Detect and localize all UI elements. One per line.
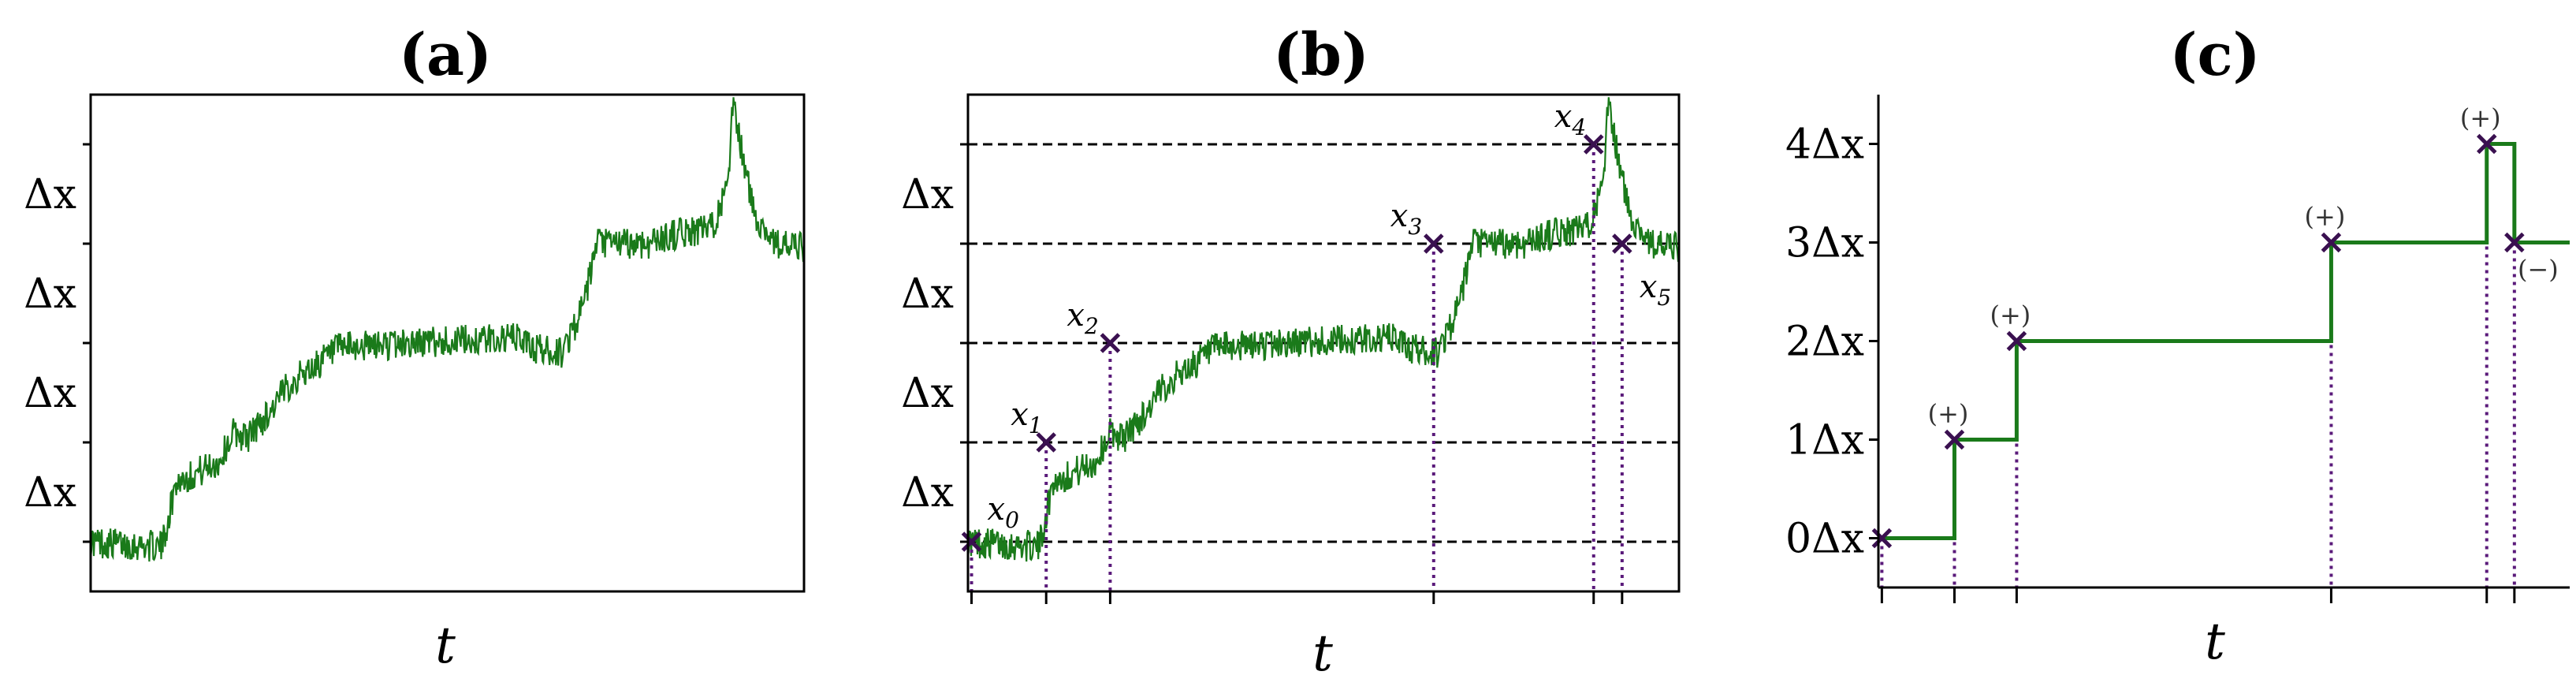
crossing-label: x2: [1067, 297, 1098, 339]
crossing-marker: [1100, 333, 1121, 353]
panel-c-y-ticks: 0Δx 1Δx 2Δx 3Δx 4Δx: [1785, 121, 1878, 563]
event-marker: [2504, 232, 2525, 253]
panel-b-x-label: t: [1312, 625, 1333, 683]
crossing-label: x5: [1640, 269, 1671, 311]
crossing-label: x1: [1011, 397, 1042, 438]
panel-c-dotted-drops: [1880, 144, 2516, 587]
crossing-marker: [1424, 233, 1444, 254]
event-sign-label: (+): [1990, 300, 2031, 330]
y-tick-label: Δx: [901, 469, 954, 517]
panel-c-x-ticks: [1880, 587, 2516, 603]
y-tick-label: Δx: [24, 370, 76, 417]
y-tick-label: 2Δx: [1785, 319, 1864, 366]
y-tick-label: Δx: [901, 270, 954, 318]
event-marker: [2006, 330, 2027, 352]
panel-a-frame: [89, 93, 806, 593]
noisy-trace-line: [966, 97, 1681, 562]
y-tick-label: 1Δx: [1785, 417, 1864, 464]
event-sign-label: (−): [2518, 255, 2559, 285]
panel-c-title: (c): [2169, 21, 2260, 89]
panel-a-y-ticks: Δx Δx Δx Δx: [24, 143, 91, 543]
y-tick-label: Δx: [901, 171, 954, 218]
event-marker: [1944, 429, 1965, 450]
crossing-label: x3: [1390, 198, 1422, 240]
y-tick-label: 0Δx: [1785, 516, 1864, 563]
panel-a-x-label: t: [435, 617, 456, 675]
panel-c: (c) 0Δx 1Δx 2Δx 3Δx 4Δx (+) (+) (+) (+) (−) t: [1785, 21, 2570, 671]
crossing-marker: [1583, 134, 1604, 155]
event-marker: [2321, 232, 2342, 253]
event-sign-label: (+): [1928, 399, 1969, 429]
event-sign-label: (+): [2460, 103, 2501, 133]
panel-b-frame: [966, 93, 1681, 593]
y-tick-label: 3Δx: [1785, 220, 1864, 267]
event-sign-label: (+): [2305, 202, 2346, 232]
panel-c-x-label: t: [2205, 613, 2225, 671]
crossing-marker: [961, 531, 982, 552]
y-tick-label: 4Δx: [1785, 121, 1864, 169]
panel-b: (b) Δx Δx Δx Δx x0 x1 x2 x3 x4 x5 t: [901, 21, 1681, 683]
panel-b-trace: [966, 97, 1681, 562]
y-tick-label: Δx: [24, 270, 76, 318]
panel-b-dotted-drops: [970, 144, 1624, 591]
crossing-marker: [1612, 233, 1632, 254]
panel-a-title: (a): [399, 21, 492, 89]
panel-b-x-ticks: [970, 591, 1624, 604]
y-tick-label: Δx: [24, 469, 76, 517]
panel-c-event-markers: (+) (+) (+) (+) (−): [1871, 103, 2559, 549]
event-marker: [2476, 133, 2497, 155]
y-tick-label: Δx: [901, 370, 954, 417]
crossing-marker: [1036, 432, 1056, 453]
crossing-label: x0: [988, 491, 1019, 533]
event-marker: [1871, 528, 1893, 549]
panel-b-y-ticks: Δx Δx Δx Δx: [901, 143, 968, 543]
panel-c-step-line: [1882, 142, 2570, 540]
panel-a-trace: [89, 97, 806, 562]
step-line: [1882, 142, 2570, 540]
panel-b-title: (b): [1273, 21, 1369, 89]
panel-c-axes: [1877, 95, 2570, 589]
panel-b-crossing-markers: x0 x1 x2 x3 x4 x5: [961, 99, 1671, 552]
crossing-label: x4: [1554, 99, 1586, 140]
panel-a: (a) Δx Δx Δx Δx t: [24, 21, 806, 675]
y-tick-label: Δx: [24, 171, 76, 218]
noisy-trace-line: [89, 97, 806, 562]
